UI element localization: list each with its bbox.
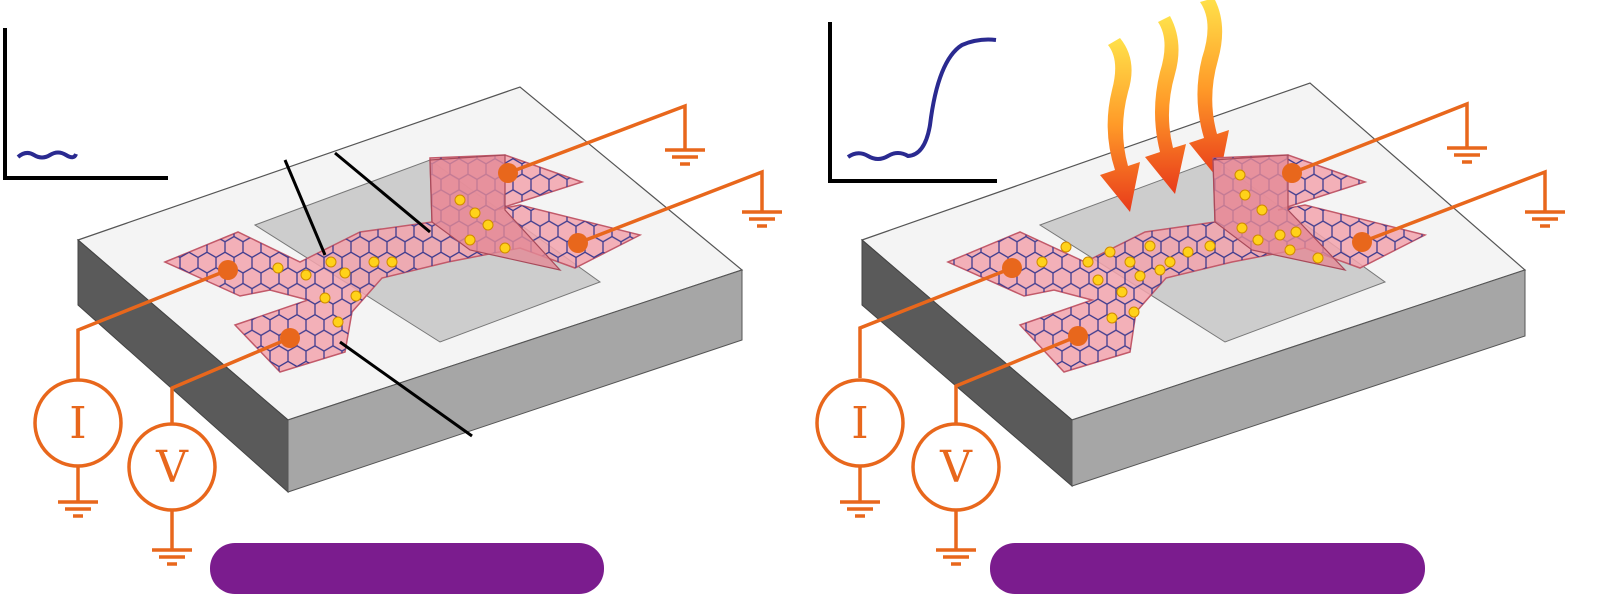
pointer-lines-left — [283, 151, 473, 438]
label-bar-right — [990, 543, 1425, 594]
wire-top-1 — [507, 103, 687, 175]
plot-trace-sigmoid — [846, 37, 997, 161]
graphene-sheet-left — [163, 154, 643, 373]
ground-icon — [840, 146, 1565, 566]
plot-axes — [3, 28, 168, 180]
plot-trace-flat — [16, 150, 78, 160]
voltmeter-icon: V — [127, 422, 217, 512]
graphene-sheet-right — [946, 154, 1428, 373]
wire-voltage — [170, 336, 291, 428]
wire-top-2 — [1361, 169, 1547, 244]
svg-text:I: I — [851, 398, 868, 449]
wire-current — [76, 268, 229, 380]
ground-icon — [58, 148, 782, 566]
slab-front — [287, 269, 743, 493]
svg-text:V: V — [939, 442, 973, 493]
heat-arrow-icon — [1100, 0, 1229, 212]
slab-front — [1071, 269, 1526, 487]
current-meter-icon: I — [815, 378, 905, 468]
sheet-fold — [1212, 154, 1347, 271]
wire-current — [858, 266, 1013, 378]
current-meter-icon: I — [33, 378, 123, 468]
svg-text:I: I — [69, 398, 86, 449]
carrier-dots-left — [272, 194, 511, 328]
wiring-right — [858, 101, 1547, 550]
svg-text:V: V — [155, 442, 189, 493]
response-plot-right — [828, 22, 997, 183]
label-bar-left — [210, 543, 604, 594]
contact-pads-right — [1002, 163, 1372, 346]
voltmeter-icon: V — [911, 422, 1001, 512]
response-plot-left — [3, 28, 168, 180]
plot-axes — [828, 22, 997, 183]
contact-pads-left — [218, 163, 588, 348]
wire-top-1 — [1291, 101, 1469, 175]
carrier-dots-right — [1036, 169, 1324, 324]
panel-left: I V — [3, 28, 782, 594]
wire-voltage — [954, 334, 1079, 426]
sheet-fold — [429, 154, 562, 271]
wiring-left — [76, 103, 764, 550]
wire-top-2 — [577, 169, 764, 245]
panel-right: I V — [815, 0, 1565, 594]
